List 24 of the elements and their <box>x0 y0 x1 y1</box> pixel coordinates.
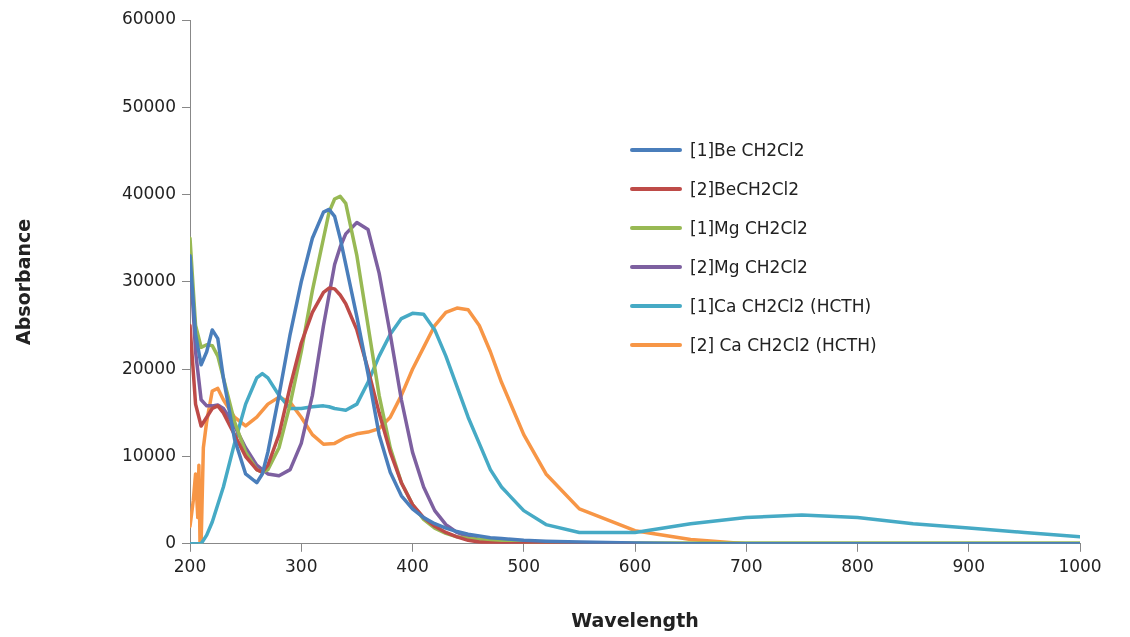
x-tick-label: 400 <box>396 556 429 577</box>
y-tick-label: 0 <box>165 532 176 553</box>
x-tick-label: 900 <box>952 556 985 577</box>
y-tick-label: 10000 <box>121 444 176 465</box>
x-tick-label: 600 <box>618 556 652 577</box>
x-tick-label: 500 <box>507 556 540 577</box>
legend-label: [2] Ca CH2Cl2 (HCTH) <box>690 334 877 355</box>
x-tick-label: 200 <box>173 556 207 577</box>
y-tick-label: 30000 <box>121 270 176 291</box>
y-tick-label: 40000 <box>121 183 176 204</box>
legend-label: [2]BeCH2Cl2 <box>690 178 800 199</box>
x-tick-label: 800 <box>841 556 874 577</box>
y-tick-label: 50000 <box>121 95 176 116</box>
legend-label: [1]Mg CH2Cl2 <box>690 217 808 238</box>
x-tick-label: 700 <box>730 556 763 577</box>
y-tick-label: 20000 <box>121 357 176 378</box>
y-axis-title: Absorbance <box>12 218 35 345</box>
x-tick-label: 300 <box>285 556 318 577</box>
x-tick-label: 1000 <box>1058 556 1102 577</box>
legend-label: [1]Ca CH2Cl2 (HCTH) <box>690 295 872 316</box>
x-axis-title: Wavelength <box>571 608 699 631</box>
y-tick-label: 60000 <box>121 8 176 29</box>
legend-label: [1]Be CH2Cl2 <box>690 139 805 160</box>
legend-label: [2]Mg CH2Cl2 <box>690 256 808 277</box>
